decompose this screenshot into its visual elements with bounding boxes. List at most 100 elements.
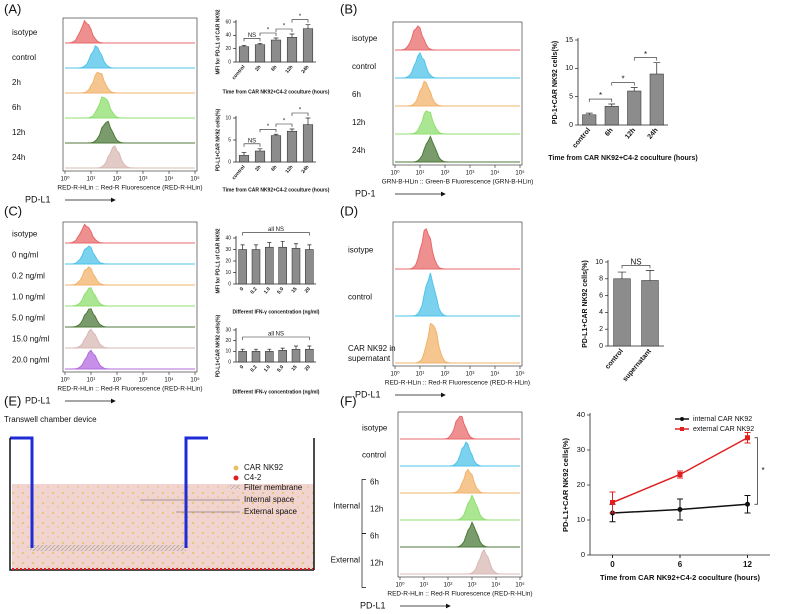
bar [251,249,261,285]
y-axis-label: PD-1+CAR NK92 cells(%) [552,41,559,124]
y-axis-label: PD-L1+CAR NK92 cells(%) [215,314,221,377]
y-tick-label: 6 [599,292,603,299]
x-tick-label: 10² [441,372,450,378]
x-tick-label: 10⁰ [390,170,400,177]
y-tick-label: 10 [225,115,231,121]
x-tick-label: 6h [604,127,615,138]
histogram [400,441,520,467]
y-tick-label: 60 [225,19,231,25]
x-tick-label: 10¹ [87,378,96,384]
row-label: 15.0 ng/ml [12,335,50,344]
error-bar [305,24,311,29]
x-axis-label: Time from CAR NK92+C4-2 coculture (hours… [223,89,330,95]
x-axis-label: Time from CAR NK92+C4-2 coculture (hours… [600,573,761,582]
error-bar [267,348,272,352]
bar [286,130,298,163]
row-label: isotype [12,230,38,239]
x-tick-label: 10⁴ [490,170,500,177]
y-tick-label: 5 [569,94,573,101]
bar [238,46,250,63]
error-bar [257,42,263,45]
x-tick-label: 0.2 [249,364,258,373]
histogram [400,548,520,575]
group-brace [361,479,366,534]
x-axis-label: Time from CAR NK92+C4-2 coculture (hours… [223,187,330,193]
bar [302,28,314,63]
histogram [65,266,195,286]
panel-label: (B) [340,1,357,16]
error-bar [653,62,661,74]
y-tick-label: 15 [565,37,573,44]
significance-label: * [267,124,270,130]
histogram [400,521,520,548]
y-axis-label: MFI for PD-L1 of CAR NK92 [215,228,221,293]
x-tick-label: 24h [647,127,660,141]
error-bar [240,244,245,250]
y-tick-label: 30 [225,327,231,333]
x-tick-label: 6h [270,164,278,172]
bar [627,90,642,126]
bar [286,37,298,63]
x-tick-label: 10³ [466,372,475,378]
y-tick-label: 8 [599,276,603,283]
significance-bracket [275,123,293,127]
significance-label: * [267,28,270,34]
callout: Internal space [244,495,295,504]
error-bar [267,242,272,248]
significance-bracket [243,143,261,147]
error-bar [617,271,627,279]
y-axis-label: PD-L1+CAR NK92 cells(%) [561,438,570,532]
x-tick-label: 10¹ [416,372,425,378]
y-axis-label: MFI for PD-L1 of CAR NK92 [215,9,221,74]
panel-label: (A) [4,1,21,16]
y-tick-label: 0 [228,281,231,287]
legend-label: C4-2 [244,473,262,482]
x-tick-label: control [231,64,247,81]
point [745,435,750,441]
row-label: supernatant [348,354,391,363]
significance-label: * [283,119,286,125]
y-tick-label: 0 [228,159,231,165]
legend-label: Filter membrane [244,483,303,492]
bar [305,348,314,363]
row-label: 24h [12,153,25,162]
panel-label: (F) [340,393,357,408]
y-tick-label: 20 [225,46,231,52]
x-axis-label: RED-R-HLin :: Red-R Fluorescence (RED-R-… [385,380,530,387]
x-tick-label: 10¹ [420,583,429,589]
error-bar [241,44,247,47]
x-tick-label: 0 [610,560,615,569]
legend-marker [680,417,684,421]
histogram [65,328,195,349]
axes [235,236,316,285]
row-label: control [348,292,372,301]
point [745,501,750,507]
x-tick-label: 0 [239,286,246,292]
x-tick-label: 10⁰ [60,176,70,183]
filter-membrane [30,545,186,551]
x-axis-label: GRN-B-HLin :: Green-B Fluorescence (GRN-… [382,179,534,186]
x-axis-label: RED-R-HLin :: Red-R Fluorescence (RED-R-… [57,386,202,393]
row-label: isotype [12,28,38,37]
row-label: 0.2 ng/ml [12,272,45,281]
x-tick-label: 24h [300,64,310,74]
x-tick-label: 10⁵ [515,371,525,378]
error-bar [280,241,285,248]
bar [254,44,266,63]
bar [582,114,597,126]
y-tick-label: 10 [565,65,573,72]
bar [251,351,261,363]
x-tick-label: 10⁴ [164,377,174,384]
point [677,472,683,477]
error-bar [608,103,616,107]
histogram [65,287,195,307]
x-tick-label: 10⁵ [190,377,200,384]
significance-bracket [633,57,658,61]
significance-label: * [762,466,765,475]
y-tick-label: 40 [577,410,585,419]
x-tick-label: 10³ [139,177,148,183]
significance-label: NS [248,138,256,144]
row-label: control [352,62,376,71]
error-bar [294,243,298,249]
x-tick-label: 6 [678,560,683,569]
